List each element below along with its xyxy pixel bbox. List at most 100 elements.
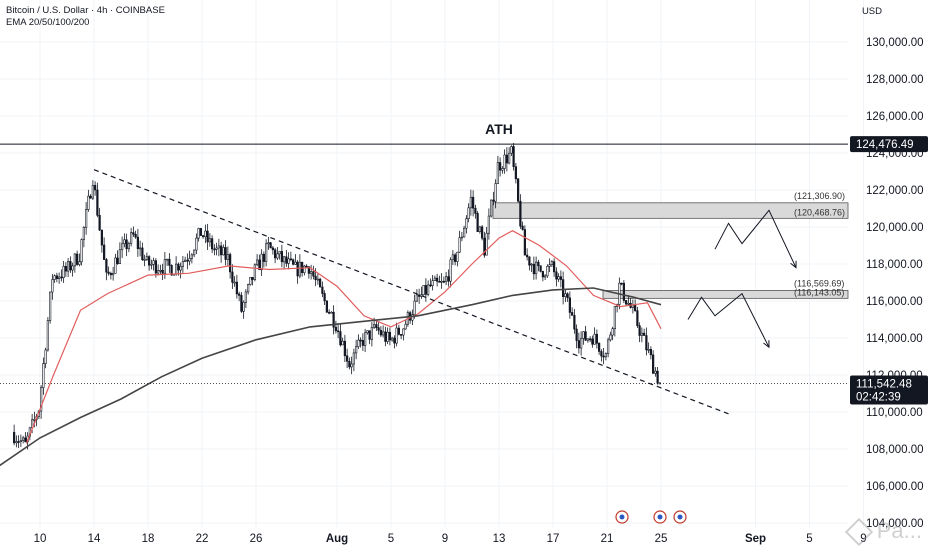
candle-body [582, 331, 585, 339]
candle-body [148, 256, 151, 266]
candle-body [179, 266, 182, 271]
candle-body [510, 146, 513, 154]
candle-body [244, 291, 247, 303]
candle-body [53, 275, 56, 280]
candle-body [204, 230, 207, 238]
candle-body [323, 293, 326, 302]
candle-body [278, 251, 281, 255]
candle-body [620, 282, 623, 285]
candle-body [445, 276, 448, 282]
zone-layer: (121,306.90) (120,468.76) (116,569.69)(116… [492, 191, 849, 299]
candle-body [305, 265, 308, 268]
candle-body [96, 189, 99, 216]
event-badge-dot [619, 514, 625, 520]
candle-body [523, 229, 526, 256]
candle-body [195, 237, 198, 251]
candle-body [262, 253, 265, 262]
candle-body [337, 330, 340, 333]
candle-body [107, 271, 110, 274]
candle-body [550, 261, 553, 266]
candle-body [359, 339, 362, 342]
candle-body [24, 437, 27, 443]
candle-body [177, 263, 180, 271]
y-tick-label: 116,000.00 [866, 296, 923, 308]
event-badge-dot [657, 514, 663, 520]
candle-body [168, 258, 171, 266]
y-tick-label: 106,000.00 [866, 481, 924, 493]
candle-body [220, 245, 223, 256]
y-tick-label: 126,000.00 [866, 111, 924, 123]
candle-body [350, 363, 353, 368]
y-tick-label: 130,000.00 [866, 37, 924, 49]
candle-body [40, 387, 43, 412]
candle-body [269, 242, 272, 249]
y-tick-label: 120,000.00 [866, 222, 924, 234]
x-tick-label: 5 [806, 533, 812, 545]
candle-body [175, 263, 178, 275]
y-tick-label: 110,000.00 [866, 407, 923, 419]
candle-body [424, 285, 427, 295]
candle-body [357, 339, 360, 347]
candle-body [388, 331, 391, 341]
candle-body [431, 280, 434, 286]
candle-body [150, 263, 153, 266]
candle-body [51, 279, 54, 293]
projection-arrowhead [790, 260, 797, 269]
candle-body [321, 286, 324, 294]
candle-layer [13, 143, 661, 450]
candle-body [85, 209, 88, 228]
candle-body [607, 339, 610, 354]
candle-body [449, 259, 452, 282]
candle-body [589, 338, 592, 341]
candle-body [80, 239, 83, 263]
candle-body [535, 261, 538, 275]
candle-body [564, 293, 567, 298]
candle-body [539, 265, 542, 272]
candle-body [82, 227, 85, 240]
supply-zone [492, 202, 849, 219]
candle-body [501, 168, 504, 171]
candle-body [307, 266, 310, 274]
candle-body [456, 251, 459, 262]
candle-body [339, 331, 342, 346]
candle-body [485, 232, 488, 256]
candle-body [427, 284, 430, 295]
candle-body [469, 196, 472, 209]
last-price-tag-text: 111,542.48 [856, 378, 912, 390]
candle-body [247, 284, 250, 293]
candle-body [64, 265, 67, 272]
candle-body [42, 363, 45, 388]
drawing-layer: ATH [0, 121, 848, 415]
zone-label-top: (116,569.69) [794, 278, 844, 288]
candle-body [562, 279, 565, 298]
x-tick-label: Aug [326, 533, 348, 545]
candle-body [163, 259, 166, 274]
candle-body [152, 260, 155, 265]
projection-arrowhead [763, 340, 770, 349]
candle-body [206, 230, 209, 243]
candle-body [366, 330, 369, 334]
candle-body [298, 261, 301, 277]
candle-body [267, 242, 270, 245]
candle-body [202, 235, 205, 238]
x-tick-label: 25 [655, 533, 668, 545]
candle-body [332, 311, 335, 328]
candle-body [170, 265, 173, 276]
candle-body [483, 237, 486, 256]
candle-body [458, 237, 461, 253]
candle-body [166, 258, 169, 261]
candle-body [197, 228, 200, 239]
candle-body [145, 256, 148, 260]
zone-label-bottom: (120,468.76) [794, 207, 845, 217]
zone-label-bottom: (116,143.05) [794, 287, 844, 297]
candle-body [602, 355, 605, 358]
candle-body [55, 275, 58, 280]
candle-body [62, 265, 65, 278]
y-tick-label: 114,000.00 [866, 333, 923, 345]
candle-body [125, 239, 128, 250]
candle-body [611, 328, 614, 336]
candle-body [161, 269, 164, 274]
x-tick-label: 26 [250, 533, 263, 545]
